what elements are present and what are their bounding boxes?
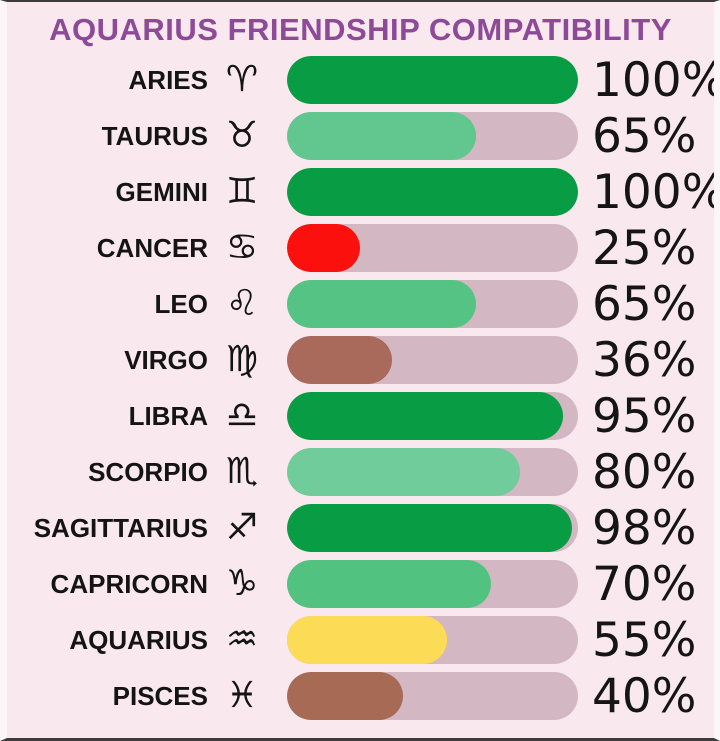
- bar-fill: [287, 672, 404, 720]
- zodiac-sign-icon: ♌: [225, 283, 259, 324]
- zodiac-sign-icon: ♈: [225, 59, 259, 100]
- zodiac-sign-icon: ♋: [225, 227, 259, 268]
- zodiac-sign-icon: ♑: [225, 563, 259, 604]
- sign-name-label: LEO: [154, 288, 208, 319]
- zodiac-sign-icon: ♒: [225, 619, 259, 660]
- bar-fill: [287, 224, 360, 272]
- percent-label: 70%: [592, 556, 697, 612]
- compat-row: CAPRICORN ♑ 70%: [7, 560, 714, 608]
- sign-name-label: PISCES: [112, 680, 208, 711]
- bar-fill: [287, 504, 573, 552]
- compat-row: AQUARIUS ♒ 55%: [7, 616, 714, 664]
- compat-row: LIBRA ♎ 95%: [7, 392, 714, 440]
- sign-name-label: ARIES: [128, 64, 208, 95]
- chart-rows: ARIES ♈ 100% TAURUS ♉ 65% GEMINI ♊ 100% …: [7, 56, 714, 720]
- bar-track: [287, 224, 578, 272]
- bar-fill: [287, 336, 392, 384]
- sign-name-label: AQUARIUS: [69, 624, 208, 655]
- compat-row: LEO ♌ 65%: [7, 280, 714, 328]
- percent-label: 55%: [592, 612, 697, 668]
- bar-fill: [287, 616, 448, 664]
- compat-row: CANCER ♋ 25%: [7, 224, 714, 272]
- zodiac-sign-icon: ♉: [225, 115, 259, 156]
- sign-name-label: CANCER: [96, 232, 208, 263]
- percent-label: 65%: [592, 276, 697, 332]
- zodiac-sign-icon: ♐: [225, 507, 259, 548]
- bar-track: [287, 504, 578, 552]
- bar-track: [287, 280, 578, 328]
- zodiac-sign-icon: ♊: [225, 171, 259, 212]
- bar-fill: [287, 56, 578, 104]
- bar-fill: [287, 560, 491, 608]
- sign-name-label: SCORPIO: [88, 456, 208, 487]
- sign-name-label: VIRGO: [124, 344, 208, 375]
- bar-track: [287, 112, 578, 160]
- bar-track: [287, 672, 578, 720]
- bar-track: [287, 336, 578, 384]
- compat-row: TAURUS ♉ 65%: [7, 112, 714, 160]
- compat-row: SCORPIO ♏ 80%: [7, 448, 714, 496]
- bar-fill: [287, 448, 520, 496]
- bar-track: [287, 56, 578, 104]
- bar-track: [287, 616, 578, 664]
- bar-track: [287, 448, 578, 496]
- bar-fill: [287, 168, 578, 216]
- compat-row: GEMINI ♊ 100%: [7, 168, 714, 216]
- compat-row: VIRGO ♍ 36%: [7, 336, 714, 384]
- zodiac-sign-icon: ♏: [225, 451, 259, 492]
- bar-fill: [287, 280, 477, 328]
- sign-name-label: SAGITTARIUS: [33, 512, 208, 543]
- percent-label: 40%: [592, 668, 697, 724]
- zodiac-sign-icon: ♎: [225, 395, 259, 436]
- bar-track: [287, 392, 578, 440]
- bar-track: [287, 560, 578, 608]
- compat-row: PISCES ♓ 40%: [7, 672, 714, 720]
- page-title: AQUARIUS FRIENDSHIP COMPATIBILITY: [49, 12, 672, 47]
- percent-label: 100%: [592, 52, 720, 108]
- zodiac-sign-icon: ♓: [225, 675, 259, 716]
- percent-label: 80%: [592, 444, 697, 500]
- sign-name-label: GEMINI: [115, 176, 208, 207]
- bar-track: [287, 168, 578, 216]
- percent-label: 36%: [592, 332, 697, 388]
- sign-name-label: TAURUS: [101, 120, 208, 151]
- compat-row: SAGITTARIUS ♐ 98%: [7, 504, 714, 552]
- sign-name-label: CAPRICORN: [50, 568, 208, 599]
- percent-label: 65%: [592, 108, 697, 164]
- compat-row: ARIES ♈ 100%: [7, 56, 714, 104]
- percent-label: 25%: [592, 220, 697, 276]
- bar-fill: [287, 392, 564, 440]
- percent-label: 100%: [592, 164, 720, 220]
- bar-fill: [287, 112, 477, 160]
- zodiac-sign-icon: ♍: [225, 339, 259, 380]
- percent-label: 95%: [592, 388, 697, 444]
- sign-name-label: LIBRA: [128, 400, 208, 431]
- percent-label: 98%: [592, 500, 697, 556]
